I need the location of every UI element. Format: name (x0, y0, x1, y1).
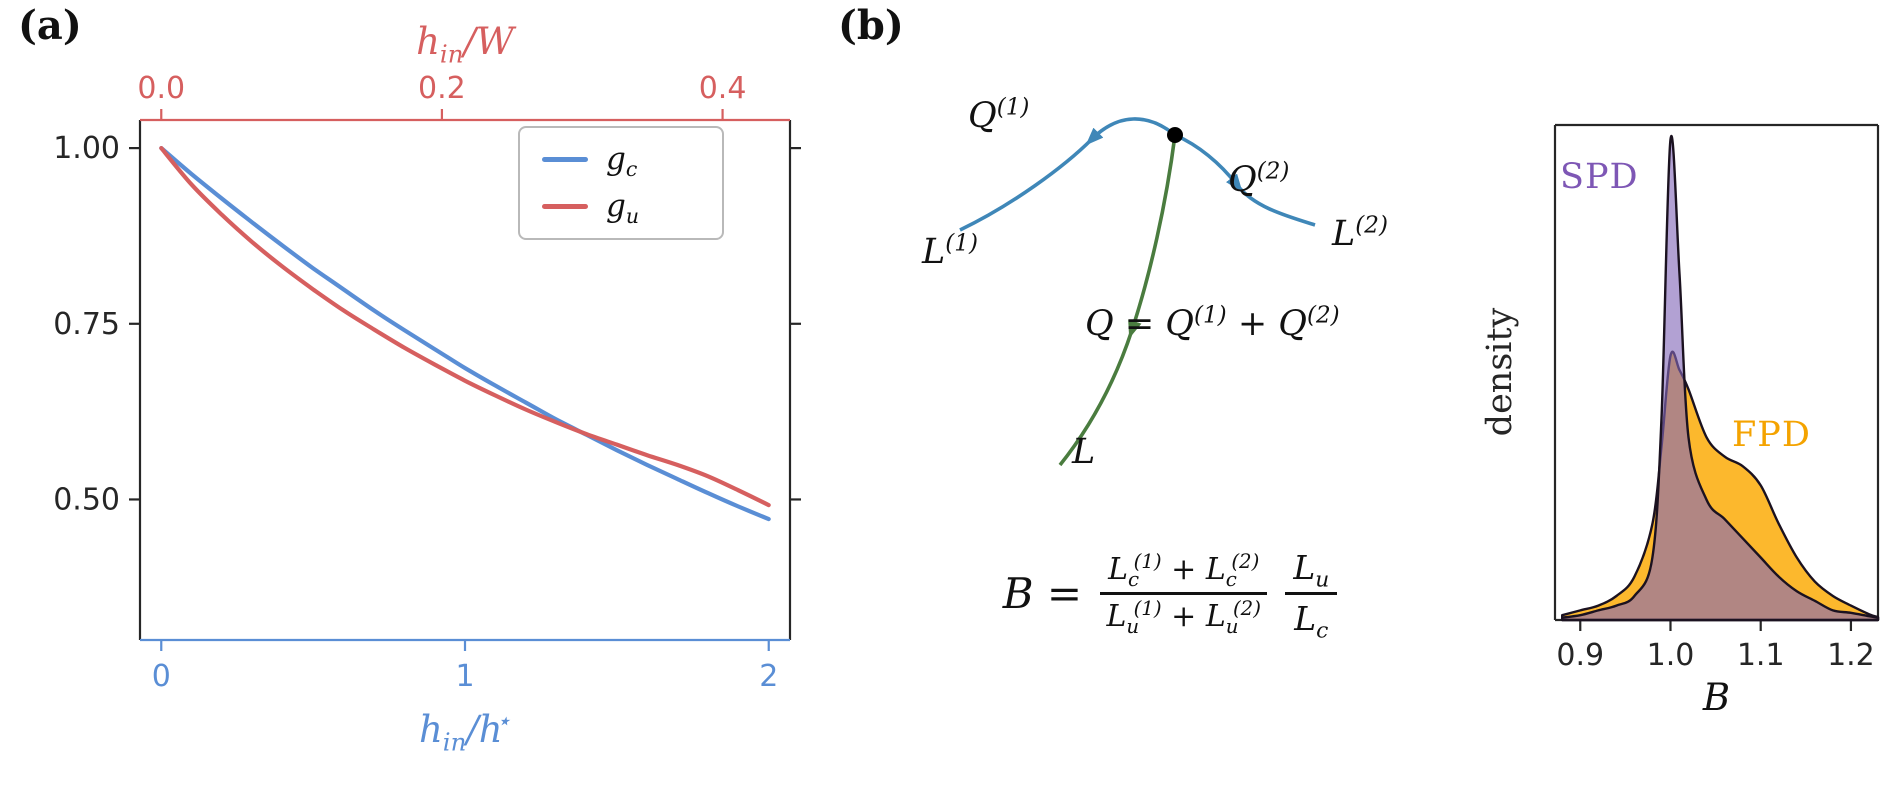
legend-label: gu (606, 188, 640, 229)
x-tick-label: 0.9 (1556, 638, 1604, 673)
density-spd (1561, 135, 1880, 622)
equation-lhs: B = (1002, 568, 1083, 618)
curve-gc (159, 146, 771, 522)
density-plot: density 0.9 1.0 1.1 1.2 B SPD FPD (1410, 80, 1892, 760)
spd-annotation: SPD (1560, 157, 1639, 197)
panel-b-label: (b) (838, 2, 904, 49)
equation-fraction-2: Lu Lc (1285, 548, 1338, 644)
curve-gu (159, 146, 771, 508)
bottom-tick-label: 0 (152, 659, 171, 694)
top-tick-label: 0.0 (137, 71, 185, 106)
branch-1-channel (959, 117, 1177, 232)
bifurcation-equation: B = Lc(1) + Lc(2) Lu(1) + Lu(2) Lu Lc (880, 548, 1460, 644)
trunk-channel (1058, 134, 1177, 467)
bottom-tick-label: 2 (759, 659, 778, 694)
top-tick-label: 0.4 (699, 71, 747, 106)
junction-node (1167, 127, 1183, 143)
label-q-sum: Q = Q(1) + Q(2) (1085, 302, 1340, 344)
y-tick-label: 0.50 (53, 482, 120, 517)
junction-diagram: Q(1) Q(2) L(1) L(2) Q = Q(1) + Q(2) L (880, 85, 1540, 525)
y-tick-label: 0.75 (53, 307, 120, 342)
top-axis-label: hin/W (416, 20, 514, 69)
junction-diagram-canvas (959, 117, 1316, 467)
fraction-1-denominator: Lu(1) + Lu(2) (1106, 596, 1261, 638)
x-tick-label: 1.1 (1737, 638, 1785, 673)
legend-entry: gc (542, 141, 700, 182)
panel-a-label: (a) (18, 2, 82, 49)
legend-entry: gu (542, 188, 700, 229)
line-chart-canvas: 0 1 2 0.0 0.2 0.4 1.00 0.75 0.50 (53, 71, 801, 694)
legend-label: gc (606, 141, 638, 182)
label-q2: Q(2) (1228, 158, 1290, 200)
label-l2: L(2) (1332, 212, 1388, 254)
fraction-2-numerator: Lu (1285, 548, 1338, 595)
y-tick-label: 1.00 (53, 131, 120, 166)
bottom-tick-label: 1 (455, 659, 474, 694)
legend-line-swatch (542, 157, 588, 162)
bottom-axis-label: hin/h⋆ (418, 705, 512, 757)
fraction-2-denominator: Lc (1294, 598, 1329, 644)
legend-line-swatch (542, 204, 588, 209)
density-fpd (1561, 350, 1880, 622)
x-tick-label: 1.2 (1827, 638, 1875, 673)
label-l: L (1072, 432, 1096, 472)
label-q1: Q(1) (968, 94, 1030, 136)
label-l1: L(1) (922, 230, 978, 272)
fpd-annotation: FPD (1732, 415, 1811, 455)
top-tick-label: 0.2 (418, 71, 466, 106)
fraction-1-numerator: Lc(1) + Lc(2) (1100, 551, 1268, 595)
equation-fraction-1: Lc(1) + Lc(2) Lu(1) + Lu(2) (1100, 551, 1268, 638)
legend: gc gu (518, 126, 724, 240)
panel-a-chart: hin/W 0 1 2 0.0 0.2 0.4 1.00 0.75 0.50 hin/h⋆ gc… (30, 20, 830, 797)
x-tick-label: 1.0 (1647, 638, 1695, 673)
density-chart-canvas: 0.9 1.0 1.1 1.2 (1553, 123, 1880, 673)
branch-2-channel (1174, 133, 1316, 227)
density-xlabel: B (1702, 676, 1731, 719)
